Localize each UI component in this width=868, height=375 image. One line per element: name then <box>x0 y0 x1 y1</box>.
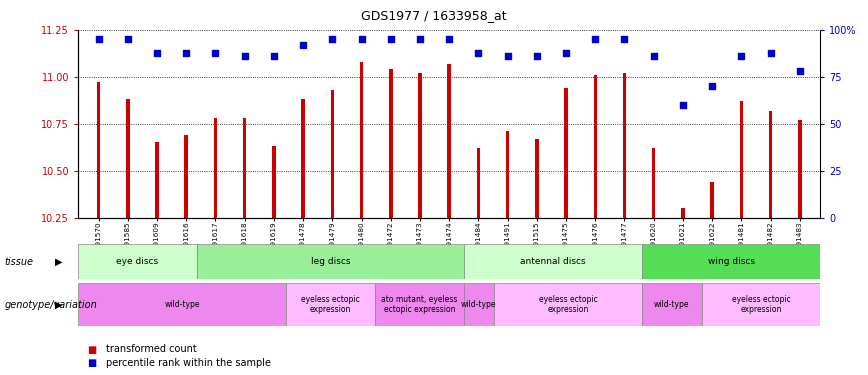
Point <box>792 68 806 74</box>
Text: tissue: tissue <box>4 256 33 267</box>
Bar <box>564 88 568 218</box>
Point <box>617 36 631 42</box>
Bar <box>389 69 392 218</box>
Bar <box>769 111 773 218</box>
Point <box>238 53 252 59</box>
Bar <box>594 75 597 217</box>
Bar <box>447 64 451 217</box>
Text: GDS1977 / 1633958_at: GDS1977 / 1633958_at <box>361 9 507 22</box>
Point <box>296 42 310 48</box>
Bar <box>359 62 364 217</box>
Bar <box>197 244 464 279</box>
Bar <box>681 208 685 218</box>
Point <box>208 50 222 55</box>
Bar <box>301 99 305 218</box>
Bar <box>798 120 801 218</box>
Text: ■: ■ <box>87 358 96 368</box>
Point <box>589 36 602 42</box>
Text: wild-type: wild-type <box>654 300 689 309</box>
Bar <box>494 283 642 326</box>
Text: transformed count: transformed count <box>106 345 197 354</box>
Point <box>267 53 281 59</box>
Bar <box>286 283 375 326</box>
Text: genotype/variation: genotype/variation <box>4 300 97 310</box>
Bar <box>642 283 701 326</box>
Bar <box>273 146 276 218</box>
Bar <box>243 118 247 218</box>
Bar <box>642 244 820 279</box>
Text: ato mutant, eyeless
ectopic expression: ato mutant, eyeless ectopic expression <box>381 295 457 314</box>
Text: ▶: ▶ <box>56 256 62 267</box>
Text: wild-type: wild-type <box>461 300 496 309</box>
Text: antennal discs: antennal discs <box>520 257 586 266</box>
Point <box>384 36 398 42</box>
Point <box>734 53 748 59</box>
Point <box>92 36 106 42</box>
Bar <box>97 82 101 218</box>
Point <box>559 50 573 55</box>
Point <box>121 36 135 42</box>
Bar <box>710 182 713 218</box>
Text: wing discs: wing discs <box>707 257 754 266</box>
Text: eyeless ectopic
expression: eyeless ectopic expression <box>301 295 360 314</box>
Point <box>705 83 719 89</box>
Point <box>647 53 661 59</box>
Text: wild-type: wild-type <box>164 300 200 309</box>
Text: ▶: ▶ <box>56 300 62 310</box>
Text: eyeless ectopic
expression: eyeless ectopic expression <box>732 295 790 314</box>
Bar <box>464 283 494 326</box>
Text: eye discs: eye discs <box>116 257 159 266</box>
Point <box>413 36 427 42</box>
Point <box>150 50 164 55</box>
Point <box>471 50 485 55</box>
Text: leg discs: leg discs <box>311 257 350 266</box>
Point <box>180 50 194 55</box>
Bar <box>214 118 217 218</box>
Point <box>676 102 690 108</box>
Point <box>764 50 778 55</box>
Text: eyeless ectopic
expression: eyeless ectopic expression <box>538 295 597 314</box>
Text: percentile rank within the sample: percentile rank within the sample <box>106 358 271 368</box>
Bar <box>740 101 743 217</box>
Bar <box>701 283 820 326</box>
Bar <box>535 139 539 218</box>
Text: ■: ■ <box>87 345 96 354</box>
Bar <box>375 283 464 326</box>
Bar <box>652 148 655 217</box>
Bar <box>78 283 286 326</box>
Point <box>501 53 515 59</box>
Bar <box>126 99 129 218</box>
Bar <box>622 73 626 217</box>
Bar <box>418 73 422 217</box>
Point <box>326 36 339 42</box>
Bar <box>477 148 480 217</box>
Bar <box>506 131 510 218</box>
Bar <box>78 244 197 279</box>
Bar <box>155 142 159 218</box>
Point <box>442 36 457 42</box>
Bar <box>185 135 188 218</box>
Bar <box>464 244 642 279</box>
Bar <box>331 90 334 218</box>
Point <box>355 36 369 42</box>
Point <box>529 53 543 59</box>
